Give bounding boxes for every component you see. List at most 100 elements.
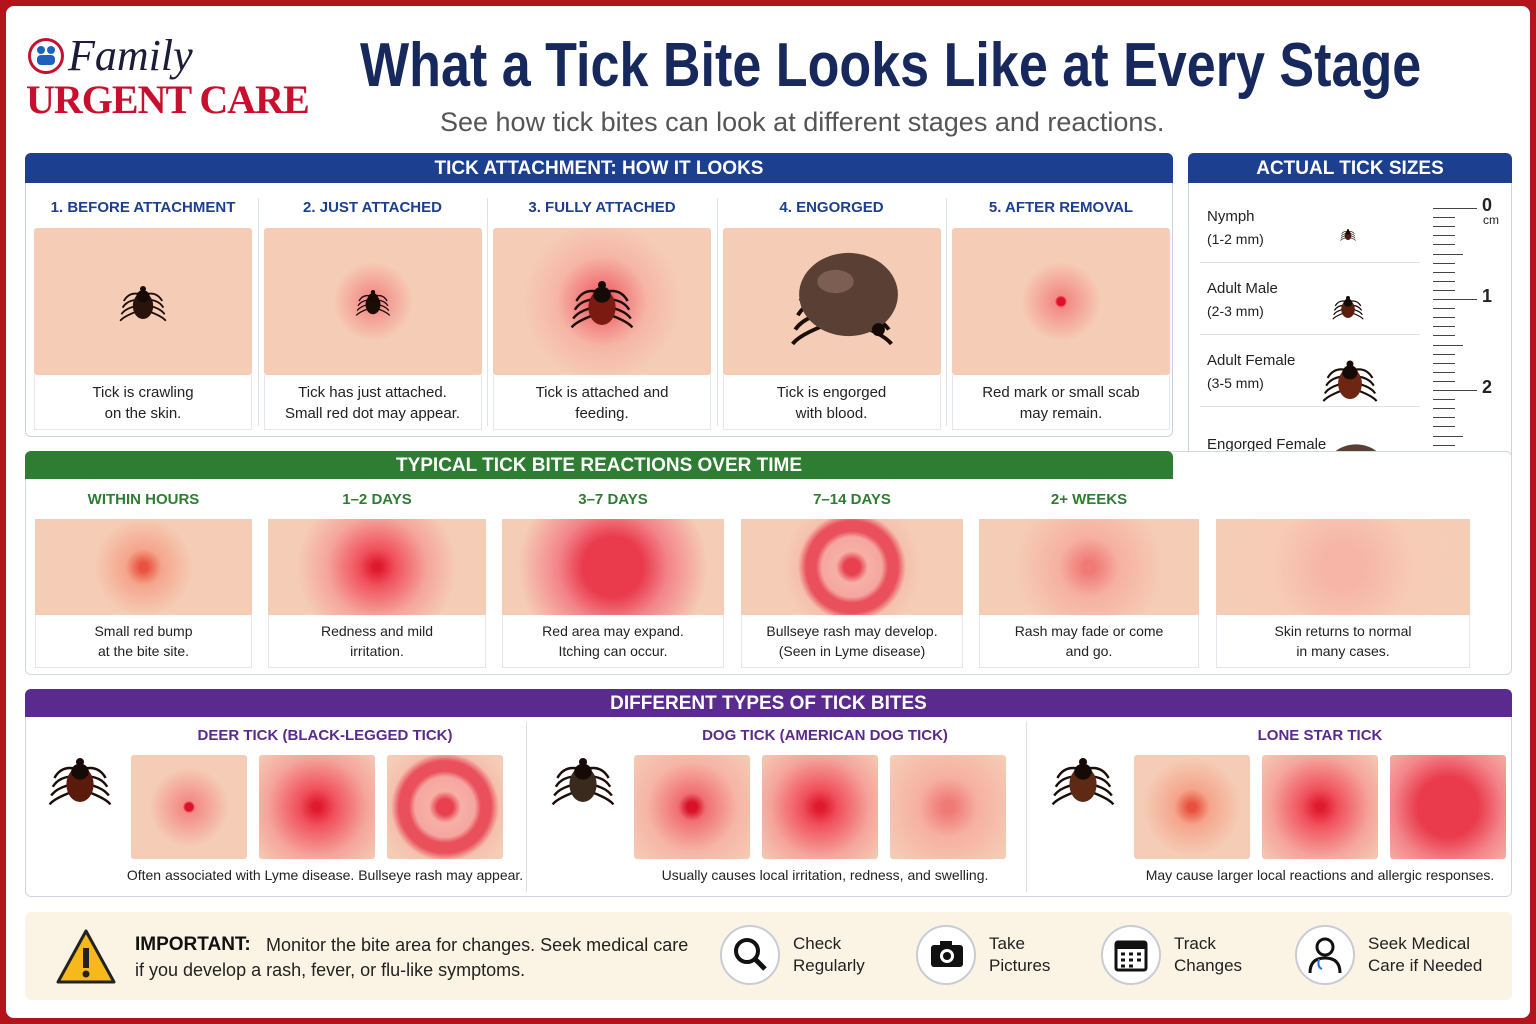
caption-box [952, 375, 1170, 430]
ruler-tick [1433, 399, 1455, 401]
tick-name: Adult Male [1207, 280, 1278, 297]
skin-photo [502, 519, 724, 615]
stage-title: 4. ENGORGED [779, 199, 884, 216]
section-bar [25, 451, 1173, 479]
logo-script: Family [68, 31, 193, 80]
tick-part [136, 290, 150, 303]
tick-part [1347, 229, 1349, 231]
stage-caption: Itching can occur. [558, 643, 668, 659]
tick-part [1074, 763, 1092, 780]
warning-triangle [56, 929, 116, 984]
stage-caption: on the skin. [104, 405, 182, 422]
logo-name: URGENT CARE [26, 77, 310, 122]
tick-illustration [119, 286, 167, 322]
ruler-tick [1433, 289, 1455, 291]
stage-caption: Small red dot may appear. [284, 405, 461, 422]
stage-caption: Red area may expand. [542, 623, 684, 639]
logo-figure [37, 46, 45, 54]
ruler-tick [1433, 317, 1455, 319]
action-text: Track [1174, 934, 1216, 953]
tick-name: Nymph [1207, 208, 1255, 225]
action-text: Changes [1174, 956, 1243, 975]
ruler-tick [1433, 435, 1463, 437]
stage-caption: feeding. [575, 405, 629, 422]
stage-caption: irritation. [350, 643, 404, 659]
caption-box [722, 375, 941, 430]
tick-illustration [48, 758, 112, 806]
ruler-label: 0 [1482, 195, 1493, 215]
logo-figure [47, 46, 55, 54]
action-text: Care if Needed [1368, 956, 1483, 975]
stage-caption: Tick is crawling [92, 384, 194, 401]
stage-title: 1. BEFORE ATTACHMENT [50, 199, 236, 216]
skin-photo [1134, 755, 1250, 859]
section-title: ACTUAL TICK SIZES [1256, 158, 1444, 179]
ruler-tick [1433, 253, 1463, 255]
logo-mark [37, 46, 55, 65]
tick-part [140, 286, 146, 292]
tick-part [1346, 296, 1350, 300]
action-icon [720, 925, 780, 985]
caption-box [268, 615, 486, 668]
tick-type-caption: Often associated with Lyme disease. Bull… [126, 867, 524, 883]
ruler-tick [1433, 371, 1455, 373]
ruler-tick [1433, 271, 1455, 273]
icon-part [940, 941, 952, 947]
tick-illustration [562, 261, 642, 341]
divider [487, 198, 488, 426]
caption-box [979, 615, 1199, 668]
tick-illustration [1315, 343, 1385, 413]
skin-photo [35, 519, 252, 615]
ruler-tick [1433, 217, 1455, 219]
tick-name: Adult Female [1207, 352, 1296, 369]
icon [1114, 940, 1148, 972]
tick-part [871, 323, 885, 337]
tick-size: (1-2 mm) [1207, 231, 1264, 247]
tick-illustration [570, 281, 634, 329]
divider [1026, 722, 1027, 892]
sizes-panel [1188, 153, 1512, 503]
stage-caption: (Seen in Lyme disease) [778, 643, 926, 659]
ruler-label: 1 [1482, 286, 1493, 306]
icon-part [753, 957, 767, 971]
ruler-tick [1433, 308, 1455, 310]
stage-caption: and go. [1065, 643, 1113, 659]
ruler-tick [1433, 299, 1477, 300]
ruler-tick [1433, 444, 1455, 446]
ruler-tick [1433, 380, 1455, 382]
caption-box [502, 615, 724, 668]
tick-illustration [113, 271, 173, 331]
divider [1200, 262, 1420, 263]
tick-illustration [351, 279, 395, 323]
warning-mark [82, 970, 90, 978]
tick-illustration [40, 738, 120, 818]
stage-caption: with blood. [795, 405, 868, 422]
stage-caption: Bullseye rash may develop. [766, 623, 938, 639]
tick-part [1345, 230, 1351, 235]
important-text: Monitor the bite area for changes. Seek … [266, 935, 689, 955]
tick-part [71, 763, 89, 780]
caption-box [741, 615, 963, 668]
action-icon [1101, 925, 1161, 985]
ruler-tick [1433, 226, 1455, 228]
ruler-tick [1433, 417, 1455, 419]
time-label: 1–2 DAYS [342, 491, 412, 508]
ruler-tick [1433, 208, 1477, 209]
section-bar [1188, 153, 1512, 183]
tick-illustration [1322, 360, 1378, 402]
page-subtitle: See how tick bites can look at different… [440, 107, 1165, 137]
tick-name: Engorged Female [1207, 436, 1327, 453]
icon-part [943, 952, 951, 960]
warning-icon [55, 928, 117, 986]
icon-part [1317, 958, 1323, 970]
tick-type-caption: May cause larger local reactions and all… [1145, 867, 1495, 883]
divider [257, 198, 259, 426]
caption-box [1216, 615, 1470, 668]
stage-caption: at the bite site. [97, 643, 190, 659]
caption-box [263, 375, 482, 430]
action-icon [916, 925, 976, 985]
ruler-tick [1433, 426, 1455, 428]
tick-illustration [1051, 758, 1115, 806]
ruler-tick [1433, 344, 1463, 346]
skin-photo [979, 519, 1199, 615]
